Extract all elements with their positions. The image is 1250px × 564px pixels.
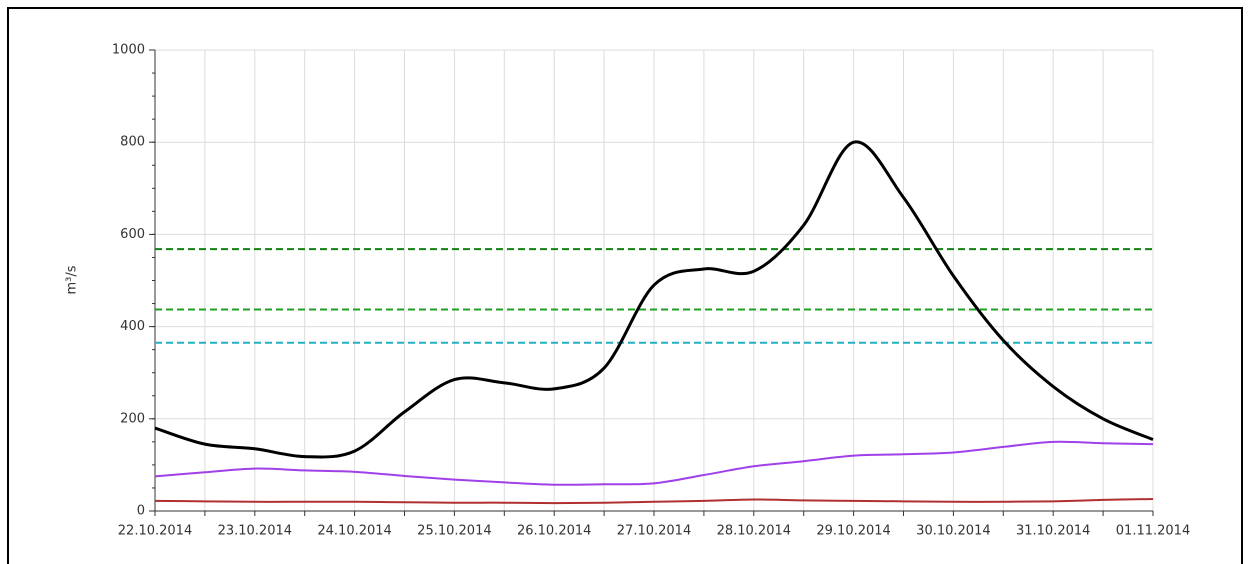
y-tick-label: 0 bbox=[137, 504, 145, 519]
x-tick-label: 01.11.2014 bbox=[1116, 524, 1190, 539]
frame bbox=[7, 7, 1243, 564]
x-tick-label: 25.10.2014 bbox=[417, 524, 491, 539]
x-tick-label: 22.10.2014 bbox=[118, 524, 192, 539]
x-tick-label: 24.10.2014 bbox=[317, 524, 391, 539]
y-tick-label: 800 bbox=[120, 135, 145, 150]
y-tick-label: 1000 bbox=[112, 43, 145, 58]
x-tick-label: 30.10.2014 bbox=[916, 524, 990, 539]
x-tick-label: 26.10.2014 bbox=[517, 524, 591, 539]
series-line bbox=[154, 440, 1154, 486]
y-tick-label: 400 bbox=[120, 319, 145, 334]
x-tick-label: 31.10.2014 bbox=[1016, 524, 1090, 539]
y-axis-label: m³/s bbox=[65, 265, 80, 294]
y-tick-label: 600 bbox=[120, 227, 145, 242]
series-line bbox=[154, 498, 1154, 505]
x-tick-label: 27.10.2014 bbox=[617, 524, 691, 539]
series-line bbox=[154, 140, 1154, 459]
x-tick-label: 29.10.2014 bbox=[816, 524, 890, 539]
x-tick-label: 28.10.2014 bbox=[717, 524, 791, 539]
y-tick-label: 200 bbox=[120, 411, 145, 426]
x-tick-label: 23.10.2014 bbox=[218, 524, 292, 539]
